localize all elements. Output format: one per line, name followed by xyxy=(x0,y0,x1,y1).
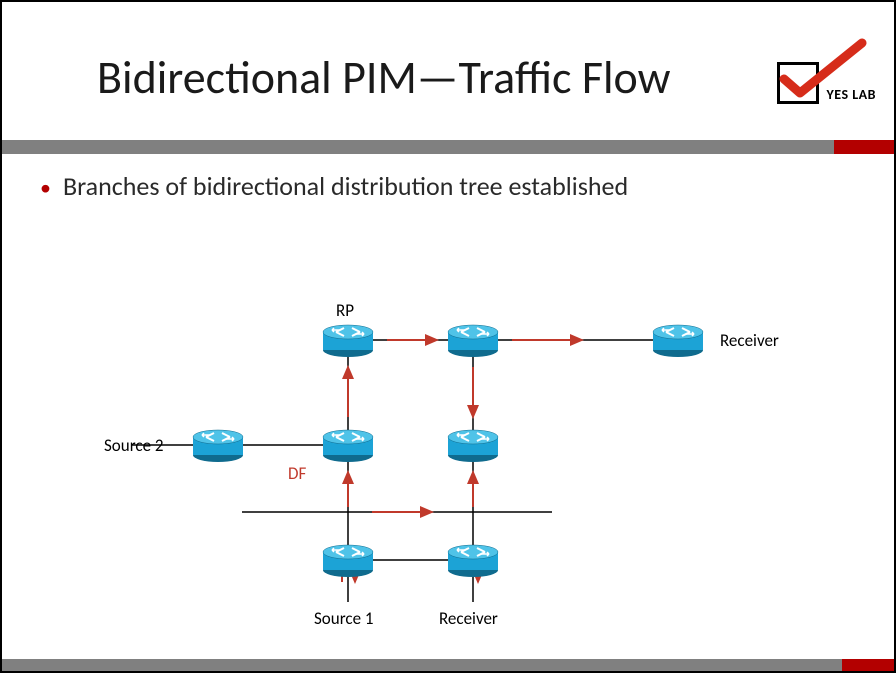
node-label: Source 1 xyxy=(314,608,374,629)
logo-checkbox-icon xyxy=(777,62,819,104)
footer-accent xyxy=(842,659,894,671)
footer-bar xyxy=(2,659,894,671)
title-underline-bar xyxy=(2,140,894,154)
title-underline-accent xyxy=(834,140,894,154)
router-icon xyxy=(322,322,374,358)
node-label: RP xyxy=(336,300,354,321)
node-label: Source 2 xyxy=(104,435,164,456)
logo: YES LAB xyxy=(777,62,876,104)
router-icon xyxy=(447,542,499,578)
router-icon xyxy=(652,322,704,358)
slide: Bidirectional PIM—Traffic Flow YES LAB B… xyxy=(0,0,896,673)
router-icon xyxy=(322,427,374,463)
network-diagram: RP Receiver Source 2 DF Source 1 Receiver xyxy=(2,262,896,662)
router-icon xyxy=(447,322,499,358)
node-label: Receiver xyxy=(720,330,779,351)
bullet-text: Branches of bidirectional distribution t… xyxy=(40,170,628,202)
slide-title: Bidirectional PIM—Traffic Flow xyxy=(97,50,671,106)
checkmark-icon xyxy=(778,37,868,107)
router-icon xyxy=(322,542,374,578)
node-label: Receiver xyxy=(439,608,498,629)
router-icon xyxy=(447,427,499,463)
router-icon xyxy=(192,427,244,463)
node-label: DF xyxy=(288,463,306,484)
